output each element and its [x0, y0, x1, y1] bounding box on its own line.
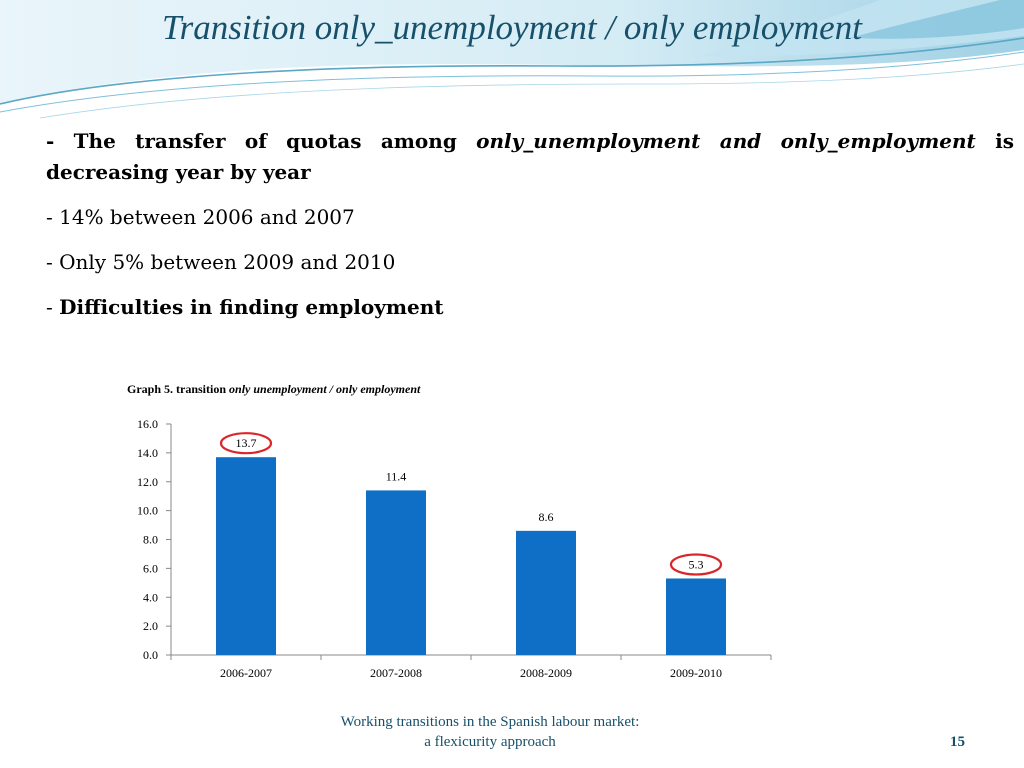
- chart-caption-emphasis: only unemployment / only employment: [229, 382, 421, 396]
- x-tick-label-2006-2007: 2006-2007: [220, 666, 272, 680]
- x-tick-label-2007-2008: 2007-2008: [370, 666, 422, 680]
- chart-caption: Graph 5. transition only unemployment / …: [127, 382, 420, 397]
- y-tick-label: 14.0: [137, 446, 158, 460]
- footer-text: Working transitions in the Spanish labou…: [280, 712, 700, 752]
- bar-2007-2008: [366, 490, 426, 655]
- data-label-2007-2008: 11.4: [386, 469, 407, 483]
- y-tick-label: 8.0: [143, 533, 158, 547]
- highlight-circle-2009-2010: [669, 553, 723, 576]
- y-tick-label: 4.0: [143, 590, 158, 604]
- footer-line-1: Working transitions in the Spanish labou…: [340, 714, 640, 730]
- bar-2008-2009: [516, 530, 576, 655]
- bullet-4-prefix: -: [46, 295, 60, 319]
- y-tick-label: 16.0: [137, 417, 158, 431]
- bullet-1-emphasis: only_unemployment and only_employment: [476, 129, 976, 153]
- bullet-1-lead: - The transfer of quotas among: [46, 129, 477, 153]
- y-tick-label: 6.0: [143, 561, 158, 575]
- footer-line-2: a flexicurity approach: [424, 734, 556, 750]
- bullet-list: - The transfer of quotas among only_unem…: [46, 126, 1014, 337]
- bullet-4: - Difficulties in finding employment: [46, 292, 1014, 323]
- data-label-2006-2007: 13.7: [236, 436, 257, 450]
- x-tick-label-2009-2010: 2009-2010: [670, 666, 722, 680]
- bullet-1: - The transfer of quotas among only_unem…: [46, 126, 1014, 188]
- bullet-2: - 14% between 2006 and 2007: [46, 205, 355, 229]
- bullet-1-tail: is decreasing year by year: [46, 129, 1014, 184]
- bullet-3: - Only 5% between 2009 and 2010: [46, 250, 396, 274]
- chart-caption-prefix: Graph 5. transition: [127, 382, 230, 396]
- slide-title: Transition only_unemployment / only empl…: [162, 8, 862, 47]
- y-tick-label: 10.0: [137, 504, 158, 518]
- y-tick-label: 0.0: [143, 648, 158, 662]
- y-tick-label: 2.0: [143, 619, 158, 633]
- bar-2009-2010: [666, 578, 726, 655]
- highlight-circle-2006-2007: [219, 432, 273, 455]
- data-label-2009-2010: 5.3: [689, 557, 704, 571]
- bar-2006-2007: [216, 457, 276, 655]
- page-number: 15: [950, 734, 965, 750]
- data-label-2008-2009: 8.6: [539, 510, 554, 524]
- bar-chart: 0.0 2.0 4.0 6.0 8.0 10.0 12.0 14.0 16.0 13.7 2006-…: [137, 417, 772, 680]
- x-tick-label-2008-2009: 2008-2009: [520, 666, 572, 680]
- bullet-4-strong: Difficulties in finding employment: [59, 295, 444, 319]
- header-wave-decoration: [0, 0, 1024, 119]
- y-tick-label: 12.0: [137, 475, 158, 489]
